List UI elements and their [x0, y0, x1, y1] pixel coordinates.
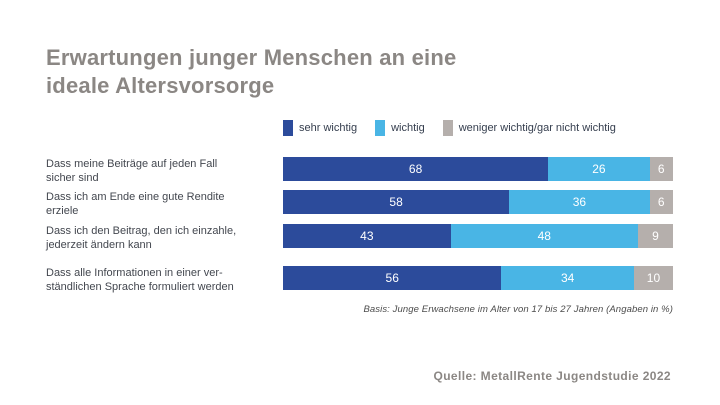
stacked-bar: 56 34 10 — [283, 266, 673, 290]
bar-segment-sehr-wichtig: 43 — [283, 224, 451, 248]
legend-item-weniger-wichtig-gar-nicht-wichtig: weniger wichtig/gar nicht wichtig — [442, 120, 616, 136]
source-credit: Quelle: MetallRente Jugendstudie 2022 — [433, 369, 671, 383]
bar-segment-weniger-wichtig-gar-nicht-wichtig: 6 — [649, 190, 673, 214]
legend-swatch-weniger-wichtig-gar-nicht-wichtig — [442, 120, 453, 136]
bar-segment-wichtig: 26 — [548, 157, 650, 181]
stacked-bar: 68 26 6 — [283, 157, 673, 181]
chart-row: Dass meine Beiträge auf jeden Fall siche… — [46, 157, 673, 185]
chart-footnote: Basis: Junge Erwachsene im Alter von 17 … — [363, 304, 673, 315]
chart-row: Dass ich am Ende eine gute Rendite erzie… — [46, 190, 673, 218]
category-label: Dass ich am Ende eine gute Rendite erzie… — [46, 191, 225, 217]
legend-label: sehr wichtig — [299, 122, 358, 134]
bar-segment-wichtig: 34 — [501, 266, 634, 290]
category-label: Dass ich den Beitrag, den ich einzahle, … — [46, 225, 237, 251]
page-title: Erwartungen junger Menschen an eine idea… — [46, 45, 457, 98]
bar-segment-sehr-wichtig: 56 — [283, 266, 502, 290]
legend-swatch-sehr-wichtig — [283, 120, 293, 136]
category-label: Dass meine Beiträge auf jeden Fall siche… — [46, 158, 218, 184]
category-label: Dass alle Informationen in einer ver- st… — [46, 267, 234, 293]
bar-segment-sehr-wichtig: 68 — [283, 157, 549, 181]
legend-swatch-wichtig — [375, 120, 386, 136]
bar-segment-weniger-wichtig-gar-nicht-wichtig: 10 — [633, 266, 673, 290]
bar-segment-sehr-wichtig: 58 — [283, 190, 510, 214]
stacked-bar-chart: Dass meine Beiträge auf jeden Fall siche… — [46, 157, 673, 294]
legend-item-sehr-wichtig: sehr wichtig — [283, 120, 357, 136]
legend-label: weniger wichtig/gar nicht wichtig — [458, 122, 616, 134]
bar-segment-wichtig: 36 — [509, 190, 650, 214]
chart-row: Dass ich den Beitrag, den ich einzahle, … — [46, 224, 673, 252]
stacked-bar: 58 36 6 — [283, 190, 673, 214]
legend-item-wichtig: wichtig — [375, 120, 425, 136]
stacked-bar: 43 48 9 — [283, 224, 673, 248]
bar-segment-weniger-wichtig-gar-nicht-wichtig: 9 — [637, 224, 673, 248]
legend: sehr wichtig wichtig weniger wichtig/gar n… — [283, 120, 616, 136]
bar-segment-wichtig: 48 — [450, 224, 638, 248]
chart-row: Dass alle Informationen in einer ver- st… — [46, 266, 673, 294]
bar-segment-weniger-wichtig-gar-nicht-wichtig: 6 — [649, 157, 673, 181]
legend-label: wichtig — [391, 122, 425, 134]
